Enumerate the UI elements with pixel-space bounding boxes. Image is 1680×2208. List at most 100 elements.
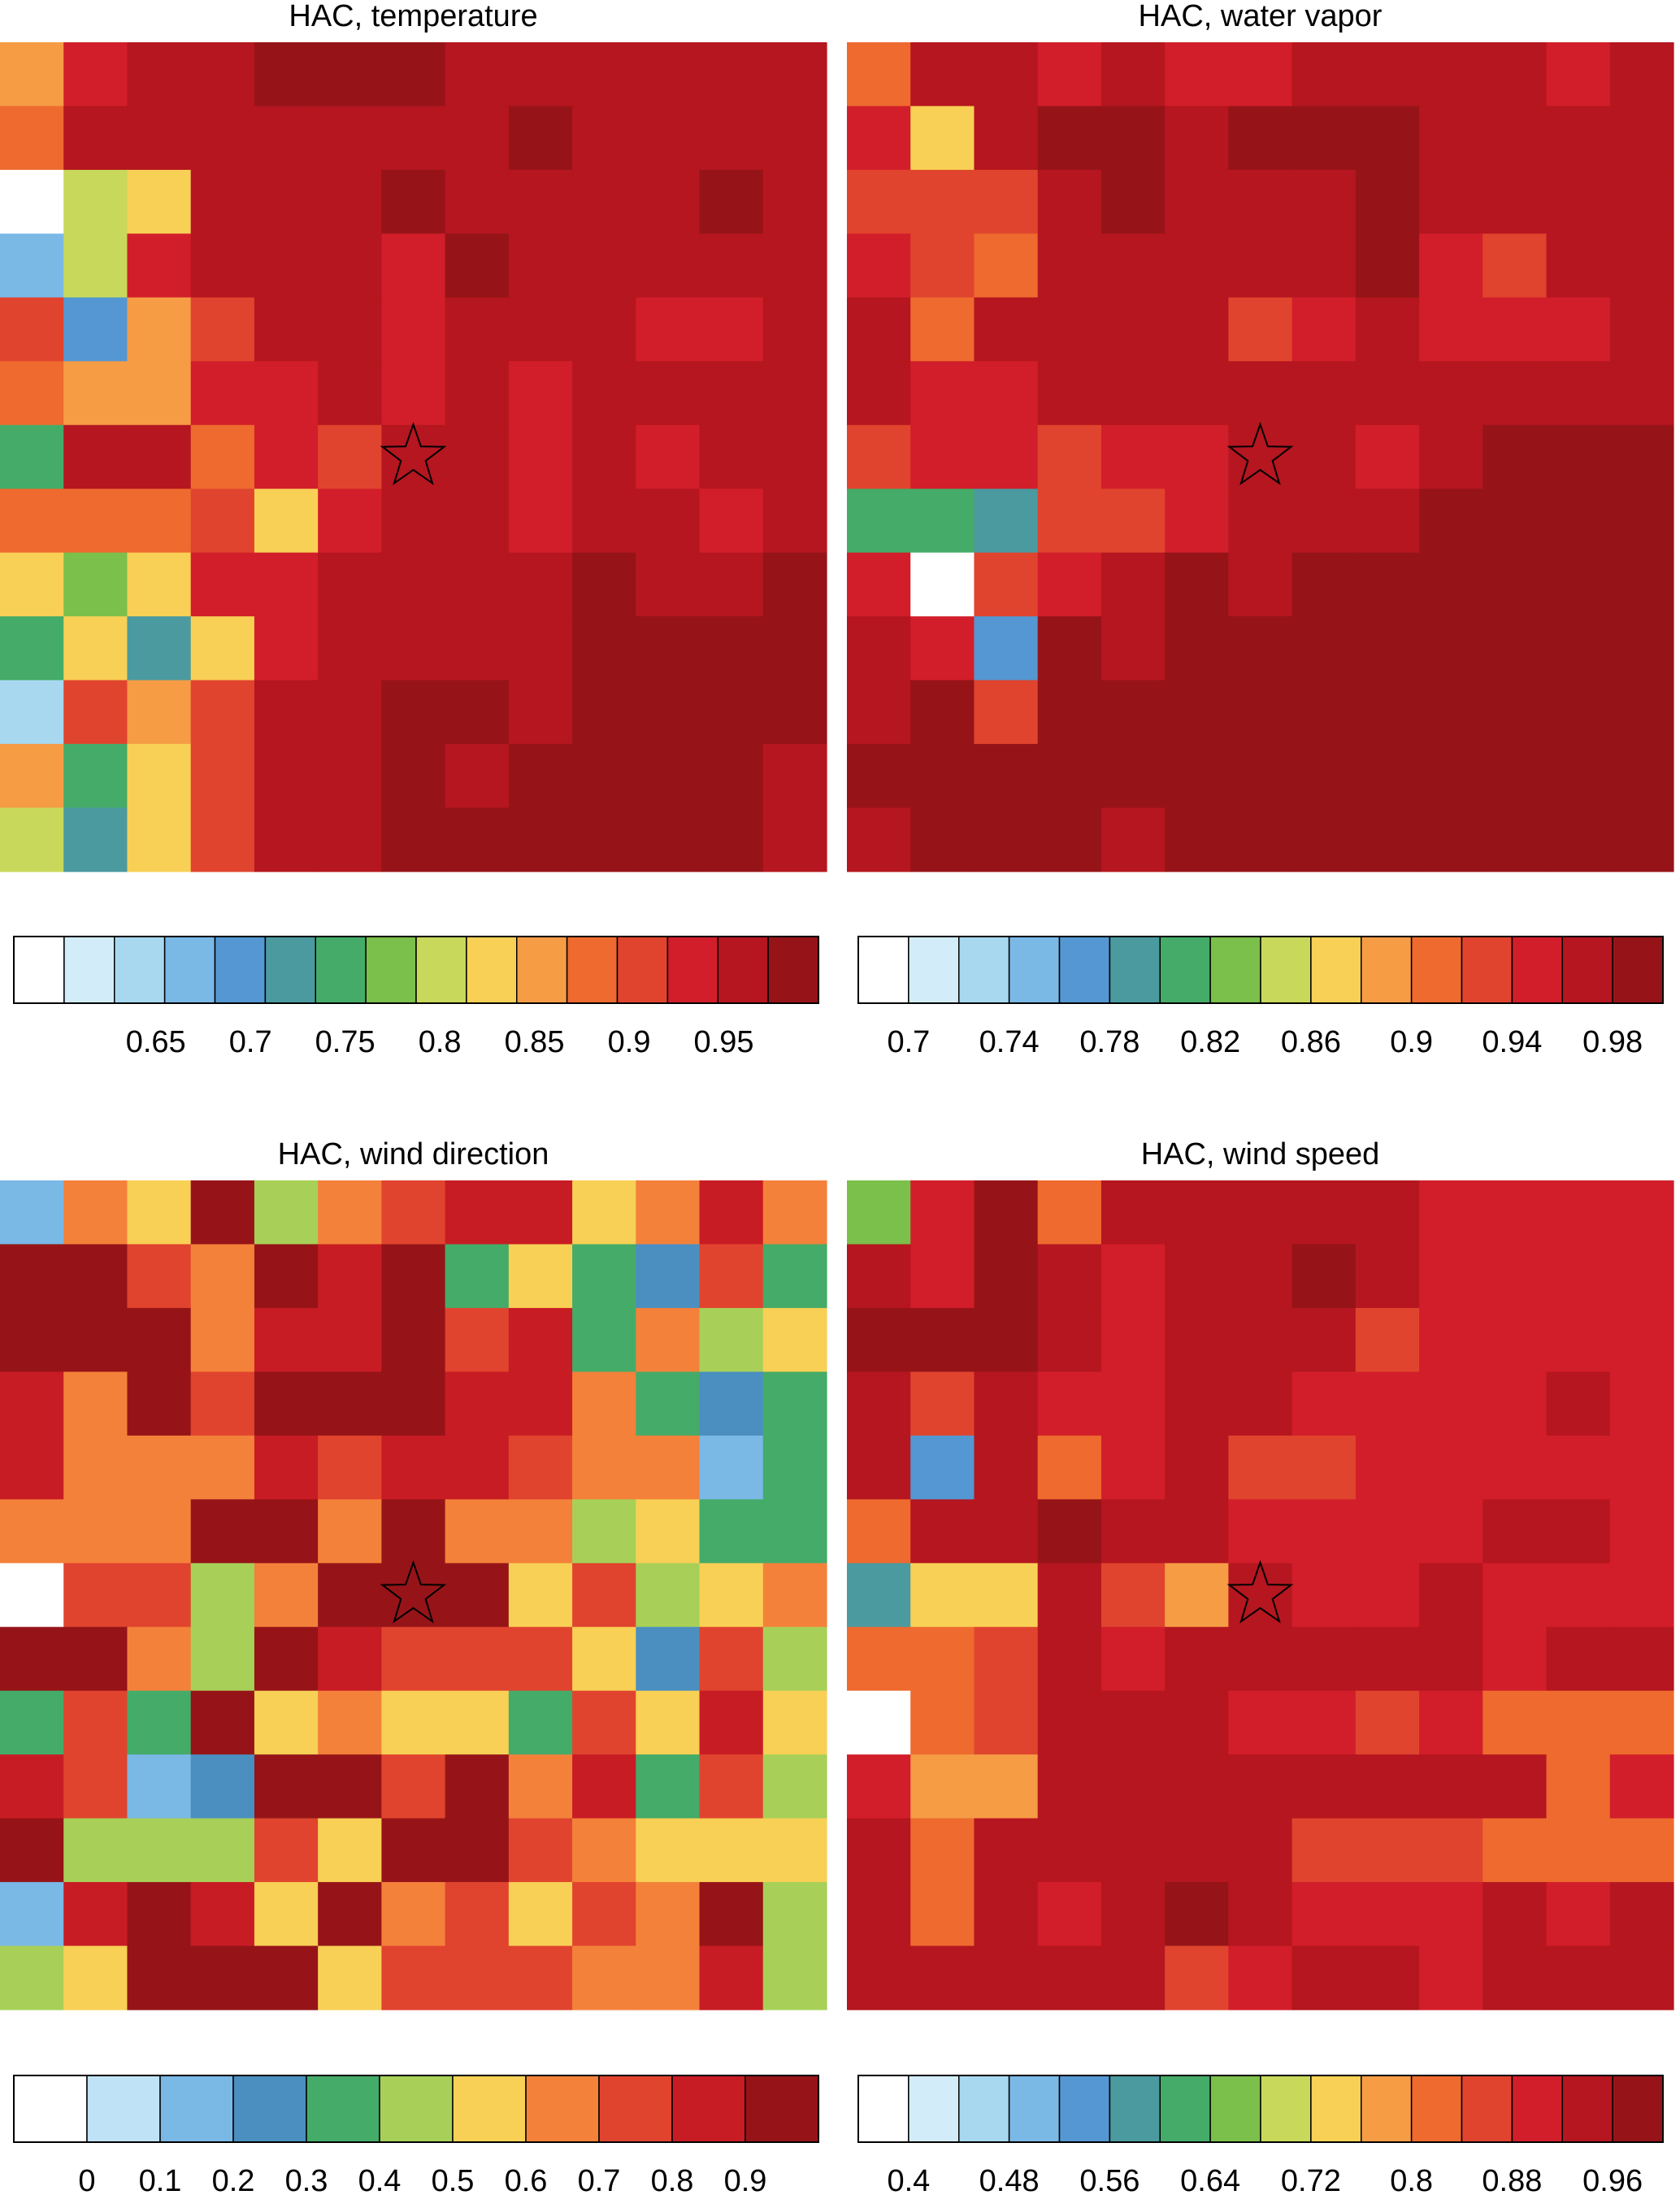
heatmap-cell <box>1355 1307 1420 1372</box>
heatmap-cell <box>1355 1499 1420 1564</box>
heatmap-cell <box>762 552 827 617</box>
colorbar-tick-label: 0.56 <box>1079 2164 1140 2198</box>
heatmap-cell <box>127 1499 192 1564</box>
heatmap-cell <box>699 106 764 171</box>
heatmap-cell <box>1100 106 1166 171</box>
heatmap-cell <box>1419 1180 1483 1245</box>
heatmap-cell <box>1291 1945 1357 2010</box>
heatmap-cell <box>445 1563 510 1628</box>
heatmap-cell <box>636 424 701 489</box>
heatmap-cell <box>1228 1882 1293 1947</box>
heatmap-cell <box>0 1499 64 1564</box>
heatmap-cell <box>974 1627 1039 1692</box>
heatmap-cell <box>1100 42 1166 107</box>
colorbar-tick-label: 0.9 <box>724 2164 767 2198</box>
heatmap-cell <box>910 1563 975 1628</box>
heatmap-cell <box>847 1627 911 1692</box>
heatmap-cell <box>190 424 255 489</box>
colorbar-swatch <box>516 936 568 1004</box>
heatmap-cell <box>1291 169 1357 234</box>
colorbar-swatch <box>1561 936 1613 1004</box>
heatmap-cell <box>572 1307 636 1372</box>
heatmap-cell <box>127 1563 192 1628</box>
heatmap-cell <box>1100 489 1166 554</box>
heatmap-cell <box>445 1627 510 1692</box>
heatmap-cell <box>381 744 446 809</box>
heatmap-cell <box>63 1818 128 1883</box>
heatmap-cell <box>847 744 911 809</box>
heatmap-cell <box>127 1371 192 1437</box>
heatmap-cell <box>1482 1882 1548 1947</box>
heatmap-cell <box>762 489 827 554</box>
heatmap-cell <box>910 1435 975 1500</box>
heatmap-cell <box>127 744 192 809</box>
heatmap-cell <box>127 1818 192 1883</box>
heatmap-cell <box>762 169 827 234</box>
colorbar-swatch <box>63 936 115 1004</box>
heatmap-cell <box>254 1754 319 1819</box>
heatmap-cell <box>974 1307 1039 1372</box>
heatmap-cell <box>1228 361 1293 426</box>
heatmap-cell <box>445 489 510 554</box>
heatmap-cell <box>445 1690 510 1755</box>
heatmap-cell <box>63 1180 128 1245</box>
heatmap-cell <box>1100 1690 1166 1755</box>
heatmap-cell <box>1100 552 1166 617</box>
heatmap-cell <box>127 169 192 234</box>
heatmap-cell <box>0 233 64 298</box>
heatmap-cell <box>1355 1882 1420 1947</box>
heatmap-cell <box>1037 1690 1102 1755</box>
heatmap-cell <box>0 489 64 554</box>
colorbar-swatch <box>365 936 417 1004</box>
colorbar-tick-label: 0.3 <box>285 2164 328 2198</box>
heatmap-cell <box>699 1371 764 1437</box>
heatmap-cell <box>254 1371 319 1437</box>
heatmap-cell <box>762 1371 827 1437</box>
heatmap-cell <box>1291 1371 1357 1437</box>
heatmap-cell <box>1037 1244 1102 1309</box>
heatmap-cell <box>508 616 573 681</box>
heatmap-cell <box>127 233 192 298</box>
colorbar-tick-label: 0 <box>78 2164 95 2198</box>
heatmap-cell <box>762 361 827 426</box>
colorbar-swatch <box>1612 2075 1664 2143</box>
heatmap-cell <box>1100 169 1166 234</box>
heatmap-cell <box>63 1882 128 1947</box>
heatmap-cell <box>1100 1307 1166 1372</box>
colorbar-tick-label: 0.8 <box>651 2164 694 2198</box>
heatmap-cell <box>572 1435 636 1500</box>
heatmap-cell <box>572 1627 636 1692</box>
heatmap-cell <box>699 1180 764 1245</box>
heatmap-cell <box>974 1244 1039 1309</box>
heatmap-cell <box>1037 616 1102 681</box>
heatmap-cell <box>847 106 911 171</box>
heatmap-cell <box>190 1371 255 1437</box>
heatmap-cell <box>63 424 128 489</box>
heatmap-cell <box>508 1690 573 1755</box>
colorbar-swatch <box>1310 936 1362 1004</box>
heatmap-cell <box>1355 1945 1420 2010</box>
heatmap-cell <box>1228 1435 1293 1500</box>
heatmap-cell <box>699 1690 764 1755</box>
heatmap-cell <box>699 1818 764 1883</box>
heatmap-cell <box>636 1563 701 1628</box>
colorbar-swatch <box>1209 936 1261 1004</box>
heatmap-cell <box>190 361 255 426</box>
heatmap-cell <box>190 680 255 745</box>
heatmap-cell <box>974 744 1039 809</box>
heatmap-cell <box>508 42 573 107</box>
heatmap-cell <box>1100 424 1166 489</box>
heatmap-cell <box>572 616 636 681</box>
heatmap-cell <box>0 1180 64 1245</box>
heatmap-cell <box>190 1563 255 1628</box>
heatmap-cell <box>699 1499 764 1564</box>
heatmap-cell <box>190 1754 255 1819</box>
heatmap-cell <box>508 1563 573 1628</box>
heatmap-cell <box>127 1882 192 1947</box>
heatmap-cell <box>1482 1499 1548 1564</box>
heatmap-cell <box>910 680 975 745</box>
heatmap-cell <box>699 616 764 681</box>
heatmap-cell <box>127 807 192 872</box>
heatmap-cell <box>1482 1371 1548 1437</box>
heatmap-cell <box>1609 1244 1674 1309</box>
